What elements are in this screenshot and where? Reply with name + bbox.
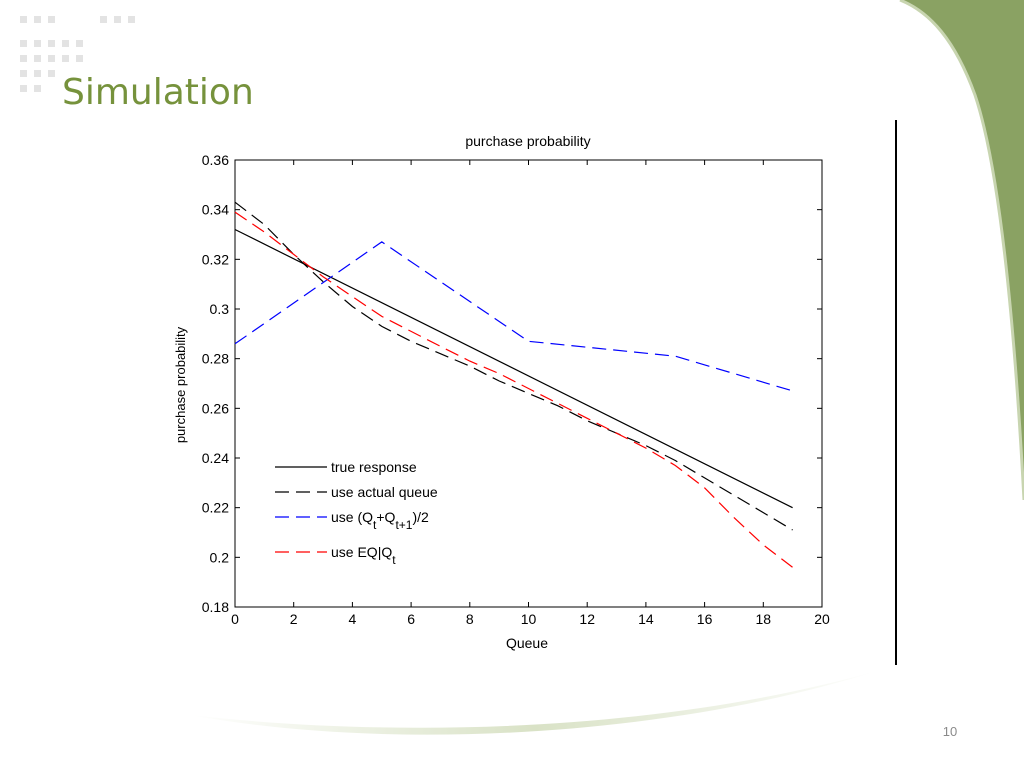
y-tick-label: 0.34 xyxy=(202,202,229,218)
y-axis-label: purchase probability xyxy=(173,326,188,443)
y-tick-label: 0.32 xyxy=(202,251,229,267)
series-line-1 xyxy=(234,228,793,509)
x-tick-label: 0 xyxy=(231,611,239,627)
y-tick-label: 0.2 xyxy=(210,549,230,565)
chart-title: purchase probability xyxy=(465,133,590,149)
x-tick-label: 20 xyxy=(814,611,830,627)
slide-title: Simulation xyxy=(62,72,254,113)
y-tick-label: 0.3 xyxy=(210,301,230,317)
vertical-divider xyxy=(895,120,897,665)
y-tick-label: 0.24 xyxy=(202,450,229,466)
dot-pattern-decoration xyxy=(20,16,135,92)
legend-label-2: use actual queue xyxy=(331,484,438,500)
x-tick-label: 14 xyxy=(638,611,654,627)
y-tick-label: 0.28 xyxy=(202,351,229,367)
y-tick-label: 0.36 xyxy=(202,152,229,168)
y-tick-label: 0.22 xyxy=(202,500,229,516)
bottom-swoosh-decoration xyxy=(190,670,880,735)
legend-label-3: use (Qt+Qt+1)/2 xyxy=(331,509,429,532)
x-tick-label: 16 xyxy=(697,611,713,627)
y-tick-label: 0.26 xyxy=(202,400,229,416)
plot-area-frame xyxy=(234,159,823,608)
legend-label-1: true response xyxy=(331,459,417,475)
x-tick-label: 4 xyxy=(349,611,357,627)
line-chart: purchase probability purchase probabilit… xyxy=(173,133,830,651)
x-tick-label: 6 xyxy=(407,611,415,627)
x-tick-label: 12 xyxy=(579,611,595,627)
legend-label-4: use EQ|Qt xyxy=(331,544,396,567)
series-line-2 xyxy=(234,201,793,531)
axes-layer: 0 2 4 6 8 10 12 14 16 18 20 0.18 0.2 0.22 0.24 0.26 0.28… xyxy=(202,152,830,627)
x-tick-label: 8 xyxy=(466,611,474,627)
green-swoosh-decoration xyxy=(899,0,1024,500)
series-layer xyxy=(234,201,793,568)
series-line-4 xyxy=(234,211,793,568)
page-number: 10 xyxy=(942,724,958,739)
x-tick-label: 10 xyxy=(521,611,537,627)
y-tick-label: 0.18 xyxy=(202,599,229,615)
legend: true response use actual queue use (Qt+Qt+… xyxy=(275,459,438,567)
x-tick-label: 18 xyxy=(756,611,772,627)
x-tick-label: 2 xyxy=(290,611,298,627)
x-axis-label: Queue xyxy=(506,635,548,651)
